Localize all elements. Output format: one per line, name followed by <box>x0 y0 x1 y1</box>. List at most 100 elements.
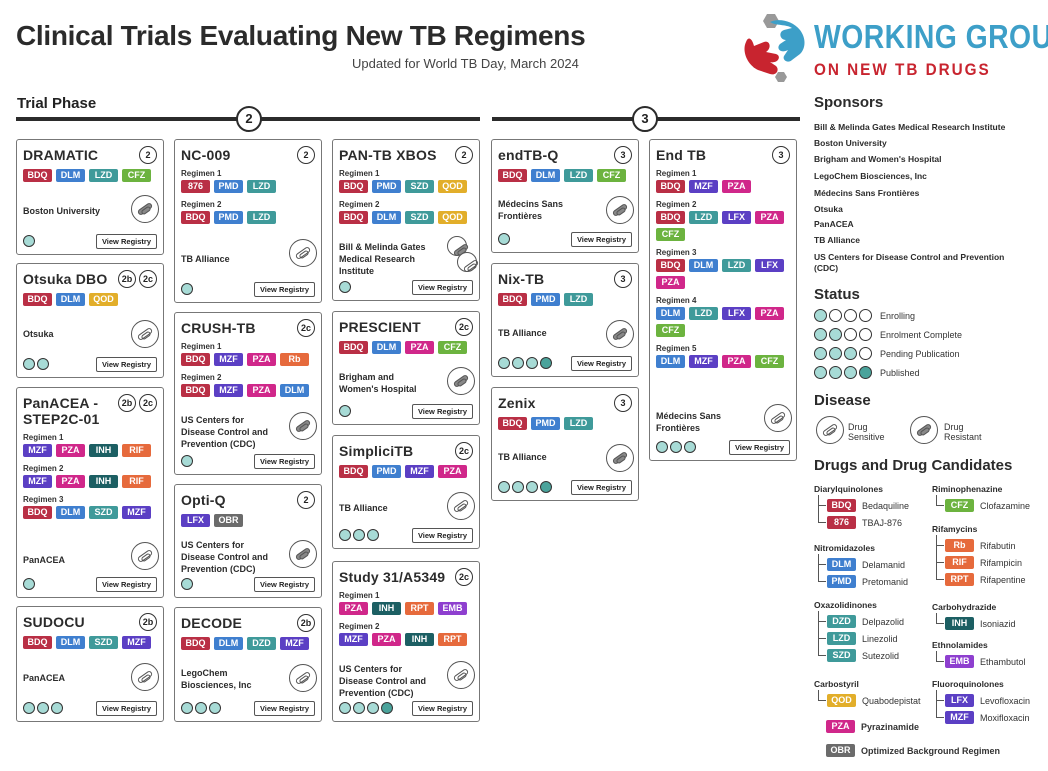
drug-pill-mzf: MZF <box>23 444 52 457</box>
drug-legend-item: OBR Optimized Background Regimen <box>826 744 1000 757</box>
view-registry-button[interactable]: View Registry <box>411 528 473 543</box>
drug-pill-bdq: BDQ <box>339 341 368 354</box>
drug-pill-rif: RIF <box>122 475 151 488</box>
status-dot <box>367 529 379 541</box>
drug-pill-szd: SZD <box>405 180 434 193</box>
drug-class-nitro: Nitromidazoles <box>814 543 875 553</box>
drug-pill-dzd: DZD <box>247 637 276 650</box>
phase-badge: 2c <box>455 318 473 336</box>
view-registry-button[interactable]: View Registry <box>570 232 632 247</box>
drug-resistant-icon <box>131 195 159 223</box>
drug-pill-dlm: DLM <box>214 637 243 650</box>
status-dot <box>844 328 857 341</box>
trial-sponsor: TB Alliance <box>498 328 547 338</box>
drug-pill-bdq: BDQ <box>23 506 52 519</box>
trial-name: Study 31/A5349 <box>339 569 446 585</box>
regimen-label: Regimen 1 <box>181 342 222 351</box>
status-dot <box>540 481 552 493</box>
page-subtitle: Updated for World TB Day, March 2024 <box>352 56 579 71</box>
drug-legend-item: QOD Quabodepistat <box>827 694 921 707</box>
phase3-marker: 3 <box>632 106 658 132</box>
view-registry-button[interactable]: View Registry <box>253 577 315 592</box>
view-registry-button[interactable]: View Registry <box>728 440 790 455</box>
regimen-drugs: BDQ DLM LZD CFZ <box>23 169 159 182</box>
view-registry-button[interactable]: View Registry <box>253 282 315 297</box>
view-registry-button[interactable]: View Registry <box>95 701 157 716</box>
drug-pill-inh: INH <box>372 602 401 615</box>
drug-pill-dlm: DLM <box>656 307 685 320</box>
drug-pill-bdq: BDQ <box>339 211 368 224</box>
drug-pill-pza: PZA <box>656 276 685 289</box>
status-dot <box>540 357 552 369</box>
drug-class-connector <box>818 638 826 639</box>
status-legend-label: Published <box>880 367 920 378</box>
status-dot <box>526 481 538 493</box>
regimen-label: Regimen 2 <box>23 464 64 473</box>
view-registry-button[interactable]: View Registry <box>570 356 632 371</box>
drug-sensitive-icon <box>131 320 159 348</box>
drug-class-connector <box>818 621 826 622</box>
status-dot <box>844 309 857 322</box>
drug-pill-pza: PZA <box>722 355 751 368</box>
drug-legend-item: 876 TBAJ-876 <box>827 516 902 529</box>
status-dot <box>859 328 872 341</box>
status-dots <box>23 358 49 370</box>
drug-pill-pmd: PMD <box>531 417 560 430</box>
drug-pill-mzf: MZF <box>122 636 151 649</box>
phase-badge: 2 <box>297 491 315 509</box>
phase-badges: 3 <box>614 270 632 288</box>
drug-resistant-icon <box>910 416 938 444</box>
phase-badge: 2c <box>455 442 473 460</box>
logo-line1: WORKING GROUP <box>814 18 1048 55</box>
phase-badges: 2b 2c <box>118 394 157 412</box>
status-dots <box>181 455 193 467</box>
drug-class-connector <box>936 562 944 563</box>
status-heading: Status <box>814 286 860 303</box>
regimen-label: Regimen 2 <box>339 622 380 631</box>
view-registry-button[interactable]: View Registry <box>570 480 632 495</box>
status-dot <box>829 347 842 360</box>
regimen-label: Regimen 1 <box>339 591 380 600</box>
drug-sensitive-icon <box>447 661 475 689</box>
regimen-drugs: BDQ DLM SZD QOD <box>339 211 475 224</box>
regimen-label: Regimen 4 <box>656 296 697 305</box>
drug-pill-lzd: LZD <box>247 180 276 193</box>
phase-badges: 2c <box>297 319 315 337</box>
drug-pill-pza: PZA <box>755 307 784 320</box>
drug-pill-lzd: LZD <box>564 169 593 182</box>
sponsor-item: (CDC) <box>814 263 839 273</box>
drug-class-connector <box>818 700 826 701</box>
status-dot <box>684 441 696 453</box>
drug-sensitive-icon <box>457 252 477 272</box>
view-registry-button[interactable]: View Registry <box>411 280 473 295</box>
view-registry-button[interactable]: View Registry <box>411 404 473 419</box>
drug-class-connector <box>936 545 944 546</box>
status-dot <box>526 357 538 369</box>
view-registry-button[interactable]: View Registry <box>95 234 157 249</box>
view-registry-button[interactable]: View Registry <box>95 577 157 592</box>
trial-card-simplici: SimpliciTB 2c BDQ PMD MZF PZA TB Alliance View … <box>332 435 480 549</box>
view-registry-button[interactable]: View Registry <box>253 454 315 469</box>
status-dots <box>656 441 696 453</box>
view-registry-button[interactable]: View Registry <box>253 701 315 716</box>
phase-badges: 2b <box>139 613 157 631</box>
regimen-label: Regimen 1 <box>23 433 64 442</box>
trial-card-optiq: Opti-Q 2 LFX OBR US Centers for Disease Cont… <box>174 484 322 598</box>
drug-legend-item: Rb Rifabutin <box>945 539 1016 552</box>
regimen-drugs: BDQ DLM LZD LFX PZA <box>656 259 792 289</box>
phase-badges: 2 <box>139 146 157 164</box>
drug-sensitive-icon <box>447 492 475 520</box>
drug-pill-bdq: BDQ <box>656 211 685 224</box>
drug-legend-name: Bedaquiline <box>862 500 910 511</box>
regimen-drugs: PZA INH RPT EMB <box>339 602 475 615</box>
drug-pill-qod: QOD <box>438 211 467 224</box>
trial-sponsor: US Centers for Disease Control and Preve… <box>181 540 269 574</box>
drug-legend-name: Pretomanid <box>862 576 909 587</box>
view-registry-button[interactable]: View Registry <box>411 701 473 716</box>
status-dot <box>339 405 351 417</box>
status-dot <box>23 578 35 590</box>
drug-pill-szd: SZD <box>827 649 856 662</box>
view-registry-button[interactable]: View Registry <box>95 357 157 372</box>
drug-class-connector <box>818 564 826 565</box>
drug-pill-rb: Rb <box>945 539 974 552</box>
